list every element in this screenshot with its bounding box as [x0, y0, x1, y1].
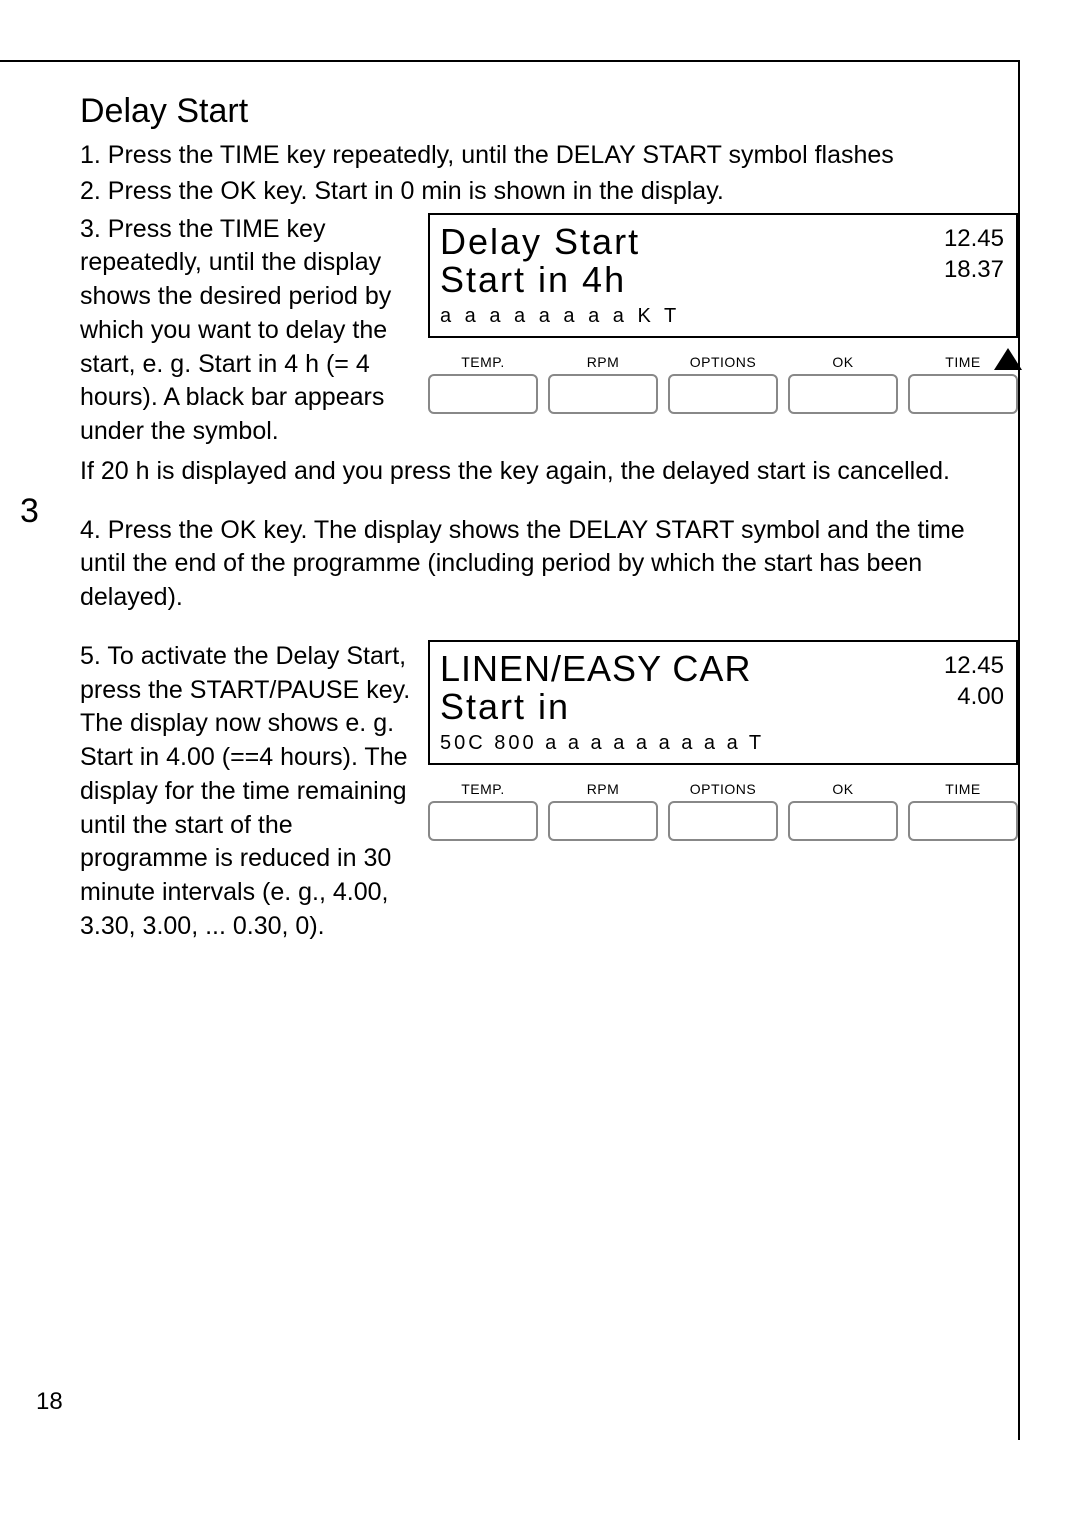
- section-number: 3: [20, 492, 39, 531]
- time-button-2[interactable]: [908, 801, 1018, 841]
- display-panel-1: 12.45 18.37 Delay Start Start in 4h a a …: [428, 213, 1018, 414]
- display1-sub: a a a a a a a a K T: [440, 305, 1006, 328]
- step-1: 1. Press the TIME key repeatedly, until …: [80, 139, 998, 173]
- btn-label-temp: TEMP.: [428, 354, 538, 370]
- button-row-1: TEMP. RPM OPTIONS OK TIME: [428, 354, 1018, 414]
- display2-sub: 50C 800 a a a a a a a a a T: [440, 732, 1006, 755]
- display1-line2: Start in 4h: [440, 259, 1006, 301]
- display-panel-2: 12.45 4.00 LINEN/EASY CAR Start in 50C 8…: [428, 640, 1018, 841]
- step-2: 2. Press the OK key. Start in 0 min is s…: [80, 175, 998, 209]
- page-number: 18: [36, 1388, 63, 1416]
- step-3-block: 3. Press the TIME key repeatedly, until …: [80, 213, 998, 449]
- step-4-text: 4. Press the OK key. The display shows t…: [80, 514, 998, 615]
- btn-label-rpm: RPM: [548, 354, 658, 370]
- lcd-display-2: 12.45 4.00 LINEN/EASY CAR Start in 50C 8…: [428, 640, 1018, 765]
- temp-button-2[interactable]: [428, 801, 538, 841]
- step-5-block: 5. To activate the Delay Start, press th…: [80, 640, 998, 944]
- section-heading: Delay Start: [80, 92, 998, 131]
- step-3b-text: If 20 h is displayed and you press the k…: [80, 455, 998, 489]
- display1-line1: Delay Start: [440, 221, 1006, 263]
- temp-button[interactable]: [428, 374, 538, 414]
- display2-line1: LINEN/EASY CAR: [440, 648, 1006, 690]
- ok-button[interactable]: [788, 374, 898, 414]
- display1-time-top: 12.45: [944, 223, 1004, 254]
- btn2-label-options: OPTIONS: [668, 781, 778, 797]
- rpm-button-2[interactable]: [548, 801, 658, 841]
- display2-right: 12.45 4.00: [944, 650, 1004, 712]
- rpm-button[interactable]: [548, 374, 658, 414]
- btn2-label-temp: TEMP.: [428, 781, 538, 797]
- display2-line2: Start in: [440, 686, 1006, 728]
- button-row-2: TEMP. RPM OPTIONS OK TIME: [428, 781, 1018, 841]
- display1-time-bottom: 18.37: [944, 254, 1004, 285]
- btn-label-ok: OK: [788, 354, 898, 370]
- options-button-2[interactable]: [668, 801, 778, 841]
- display2-time-top: 12.45: [944, 650, 1004, 681]
- arrow-up-icon: [994, 348, 1022, 370]
- display2-time-bottom: 4.00: [944, 681, 1004, 712]
- options-button[interactable]: [668, 374, 778, 414]
- btn2-label-time: TIME: [908, 781, 1018, 797]
- btn-label-options: OPTIONS: [668, 354, 778, 370]
- ok-button-2[interactable]: [788, 801, 898, 841]
- btn2-label-ok: OK: [788, 781, 898, 797]
- manual-page: Delay Start 1. Press the TIME key repeat…: [0, 60, 1020, 1440]
- step-5-text: 5. To activate the Delay Start, press th…: [80, 640, 420, 944]
- btn2-label-rpm: RPM: [548, 781, 658, 797]
- lcd-display-1: 12.45 18.37 Delay Start Start in 4h a a …: [428, 213, 1018, 338]
- time-button[interactable]: [908, 374, 1018, 414]
- step-3-text: 3. Press the TIME key repeatedly, until …: [80, 213, 420, 449]
- display1-right: 12.45 18.37: [944, 223, 1004, 285]
